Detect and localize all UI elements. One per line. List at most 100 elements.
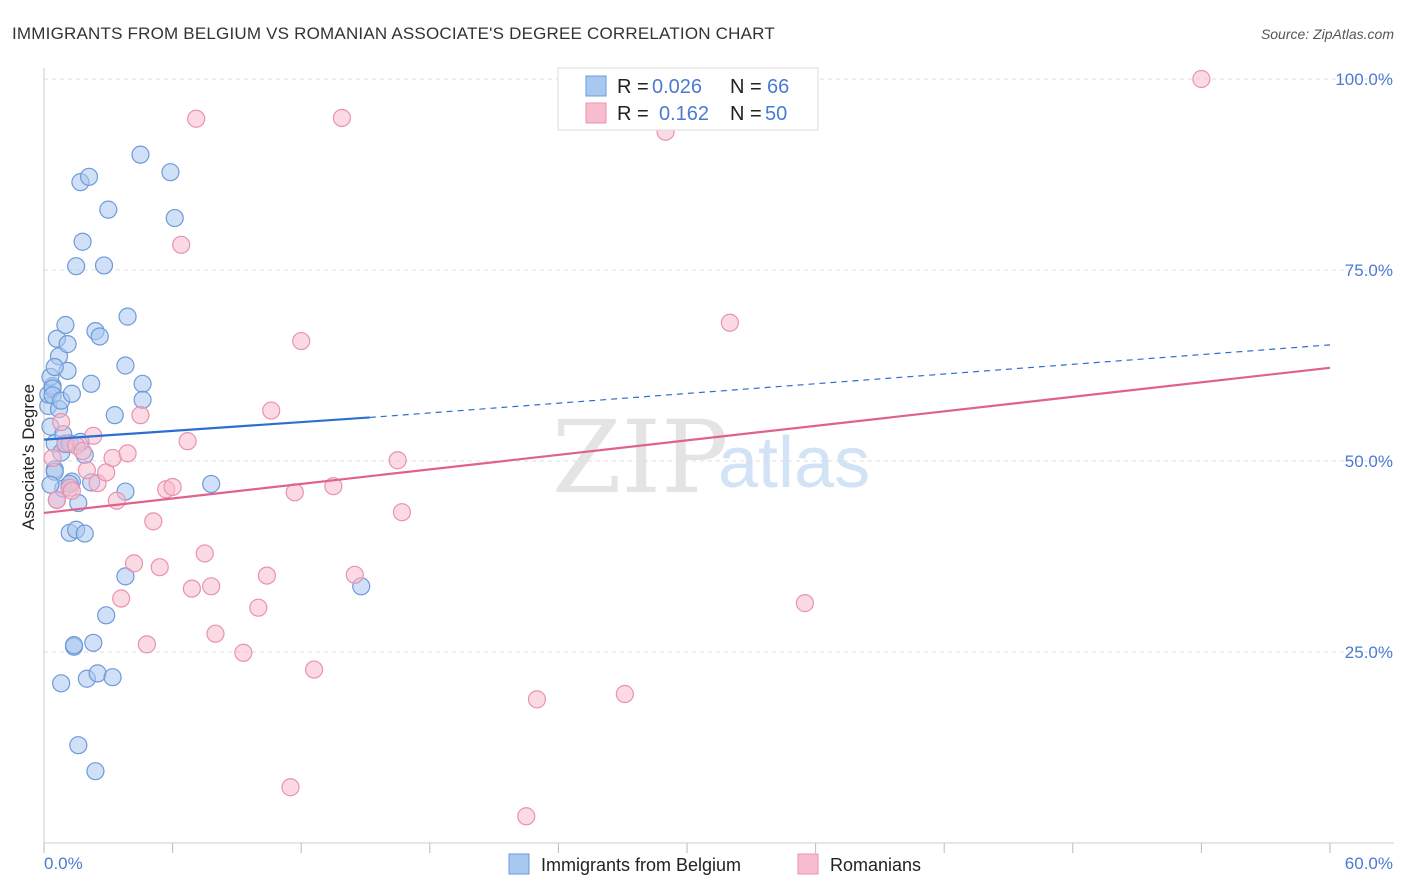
point-romanians	[304, 660, 324, 679]
x-ticks: 0.0% 60.0%	[43, 843, 1393, 873]
point-belgium	[45, 357, 64, 377]
point-belgium	[131, 145, 150, 164]
watermark-zip: ZIP	[552, 399, 728, 516]
point-romanians	[47, 490, 66, 510]
point-romanians	[43, 448, 62, 468]
point-romanians	[107, 491, 126, 510]
trend-line-belgium	[43, 416, 370, 441]
point-belgium	[56, 315, 75, 335]
point-belgium	[75, 524, 94, 543]
point-romanians	[324, 477, 343, 496]
legend-r-label-2: R =	[617, 103, 649, 125]
point-romanians	[517, 807, 536, 826]
point-romanians	[249, 598, 268, 617]
point-romanians	[527, 690, 547, 709]
point-belgium	[133, 390, 152, 409]
source-label: Source: ZipAtlas.com	[1261, 26, 1394, 42]
legend-swatch-blue	[585, 75, 607, 97]
x-tick-label: 0.0%	[44, 854, 83, 873]
y-tick-labels: 25.0% 50.0% 75.0% 100.0%	[1335, 70, 1393, 662]
point-romanians	[77, 461, 96, 480]
point-belgium	[82, 374, 101, 393]
point-belgium	[79, 167, 99, 186]
point-romanians	[195, 544, 214, 563]
point-belgium	[52, 674, 71, 693]
point-romanians	[257, 566, 277, 585]
point-romanians	[144, 512, 163, 531]
point-belgium	[90, 327, 109, 346]
y-tick-label: 100.0%	[1335, 70, 1393, 89]
legend-swatch-pink	[585, 102, 607, 124]
point-romanians	[52, 412, 71, 432]
point-romanians	[292, 331, 311, 351]
point-romanians	[202, 577, 221, 596]
point-belgium	[58, 335, 77, 354]
point-romanians	[392, 503, 412, 522]
point-belgium	[86, 762, 105, 781]
trend-line-belgium-extension	[369, 344, 1331, 419]
point-belgium	[103, 668, 122, 687]
legend-n-value-2: 50	[765, 103, 787, 125]
legend-r-value-2: 0.162	[659, 103, 709, 125]
legend-r-value-1: 0.026	[652, 76, 702, 98]
point-belgium	[84, 633, 103, 652]
point-belgium	[99, 200, 118, 219]
point-romanians	[345, 565, 364, 584]
point-belgium	[202, 474, 221, 494]
point-romanians	[187, 109, 206, 128]
point-romanians	[62, 481, 81, 500]
point-belgium	[73, 232, 92, 251]
point-romanians	[112, 589, 131, 608]
point-romanians	[388, 451, 407, 470]
trend-line-romanians	[43, 366, 1331, 515]
point-belgium	[64, 636, 84, 655]
point-belgium	[161, 163, 180, 182]
legend-bottom-swatch-blue	[508, 853, 530, 875]
point-romanians	[206, 624, 225, 643]
point-romanians	[281, 778, 300, 797]
point-romanians	[182, 579, 201, 598]
point-belgium	[67, 257, 86, 276]
point-belgium	[88, 664, 107, 683]
y-tick-label: 25.0%	[1345, 643, 1393, 662]
gridlines	[44, 78, 1394, 653]
point-romanians	[137, 635, 156, 654]
y-tick-label: 50.0%	[1345, 452, 1393, 471]
legend-bottom: Immigrants from Belgium Romanians	[508, 853, 921, 875]
point-romanians	[615, 684, 634, 704]
y-tick-label: 75.0%	[1345, 261, 1393, 280]
point-romanians	[795, 594, 814, 613]
point-belgium	[116, 356, 135, 375]
point-romanians	[172, 235, 191, 254]
point-romanians	[1192, 69, 1211, 89]
legend-n-label-1: N =	[730, 76, 762, 98]
legend-bottom-swatch-pink	[797, 853, 819, 875]
point-romanians	[150, 558, 169, 577]
legend-bottom-label-pink: Romanians	[830, 855, 921, 875]
legend-n-value-1: 66	[767, 76, 789, 98]
point-belgium	[105, 406, 124, 425]
point-romanians	[234, 643, 253, 662]
point-belgium	[118, 307, 137, 326]
chart-title: IMMIGRANTS FROM BELGIUM VS ROMANIAN ASSO…	[12, 24, 775, 43]
legend-r-label-1: R =	[617, 76, 649, 98]
point-romanians	[720, 313, 739, 332]
legend-bottom-label-blue: Immigrants from Belgium	[541, 855, 741, 875]
point-romanians	[332, 108, 352, 128]
watermark-atlas: atlas	[718, 423, 870, 503]
point-romanians	[163, 477, 182, 497]
point-belgium	[165, 208, 184, 228]
legend-top: R = 0.026 N = 66 R = 0.162 N = 50	[557, 67, 819, 131]
point-romanians	[124, 554, 144, 573]
legend-n-label-2: N =	[730, 103, 762, 125]
point-belgium	[62, 384, 81, 403]
point-belgium	[94, 256, 114, 275]
point-belgium	[116, 567, 135, 586]
point-belgium	[97, 606, 116, 625]
point-romanians	[131, 406, 150, 425]
point-romanians	[262, 401, 281, 420]
series-romanians	[43, 69, 1211, 826]
y-axis-label: Associate's Degree	[19, 384, 38, 530]
trend-lines	[43, 344, 1331, 515]
point-belgium	[69, 736, 88, 755]
